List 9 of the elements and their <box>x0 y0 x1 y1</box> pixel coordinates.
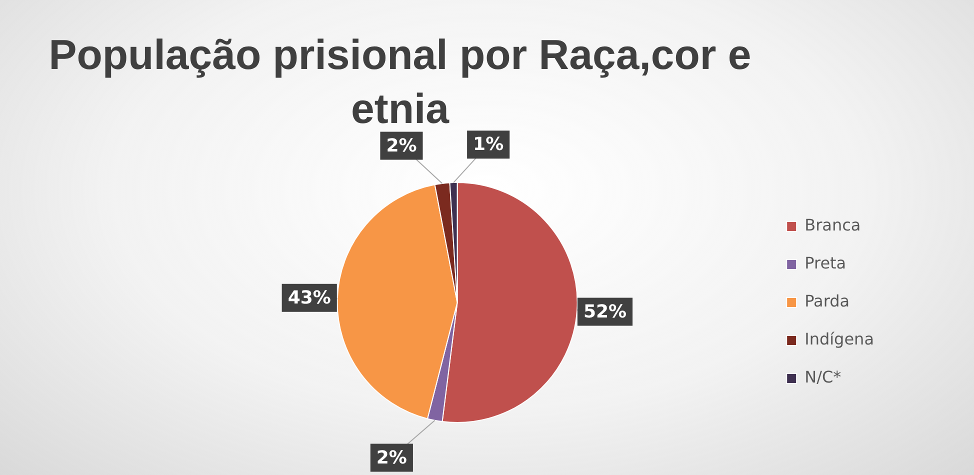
legend-label: Parda <box>804 292 850 311</box>
data-label: 2% <box>386 135 417 156</box>
chart-title: População prisional por Raça,cor e etnia <box>48 30 752 134</box>
legend-label: N/C* <box>804 368 842 387</box>
legend-label: Indígena <box>804 330 874 349</box>
data-label: 2% <box>376 447 407 468</box>
legend-label: Branca <box>804 216 861 235</box>
legend-label: Preta <box>804 254 846 273</box>
data-label: 1% <box>473 134 504 156</box>
